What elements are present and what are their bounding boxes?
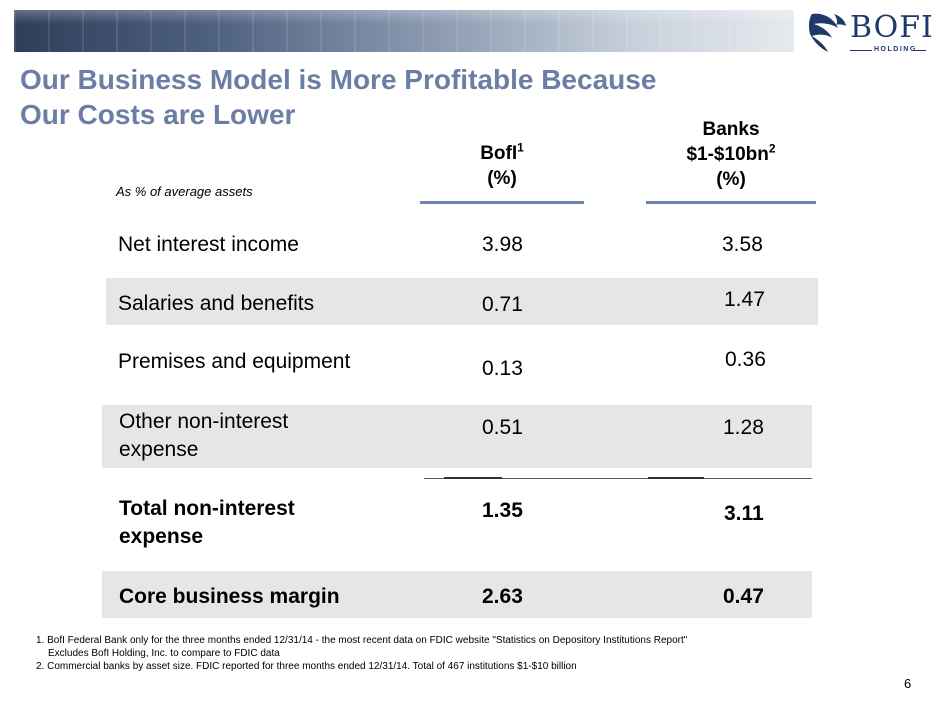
column-header-banks-unit: (%) xyxy=(716,169,746,190)
row-value-bofi-premises-and-equipment: 0.13 xyxy=(482,357,523,380)
column-header-bofi-footnote-ref: 1 xyxy=(517,140,524,155)
bofi-logo: BOFI HOLDING xyxy=(808,6,933,58)
slide-title-line1: Our Business Model is More Profitable Be… xyxy=(20,64,657,95)
logo-rule-right xyxy=(912,50,926,51)
total-divider-banks-accent xyxy=(648,477,704,479)
eagle-icon xyxy=(808,13,846,52)
logo-wordmark: BOFI xyxy=(850,10,934,45)
row-value-bofi-core-business-margin: 2.63 xyxy=(482,585,523,608)
row-value-banks-total-non-interest-expense: 3.11 xyxy=(724,502,764,525)
row-value-bofi-net-interest-income: 3.98 xyxy=(482,233,523,256)
footnote-2: 2. Commercial banks by asset size. FDIC … xyxy=(36,661,577,672)
column-header-bofi-unit: (%) xyxy=(487,168,517,189)
column-rule-bofi xyxy=(420,201,584,204)
column-header-bofi-name: BofI xyxy=(480,143,518,164)
row-value-banks-core-business-margin: 0.47 xyxy=(723,585,764,608)
row-value-banks-other-non-interest-expense: 1.28 xyxy=(723,416,764,439)
slide-title-line2: Our Costs are Lower xyxy=(20,99,296,130)
total-divider-bofi-accent xyxy=(444,477,502,479)
row-label-total-non-interest-expense: Total non-interest expense xyxy=(119,497,295,548)
banner-sky xyxy=(14,10,794,24)
page-number: 6 xyxy=(904,676,912,691)
row-label-core-business-margin: Core business margin xyxy=(119,585,340,608)
banner-building-lines xyxy=(14,10,794,52)
row-value-banks-net-interest-income: 3.58 xyxy=(722,233,763,256)
row-shade-salaries xyxy=(106,278,818,325)
logo-rule-left xyxy=(850,50,872,51)
row-value-banks-salaries-and-benefits: 1.47 xyxy=(724,288,765,311)
row-shade-core-margin xyxy=(102,571,812,618)
row-label-salaries-and-benefits: Salaries and benefits xyxy=(118,292,315,315)
row-label-net-interest-income: Net interest income xyxy=(118,233,299,256)
row-label-premises-and-equipment: Premises and equipment xyxy=(118,350,351,373)
row-value-bofi-other-non-interest-expense: 0.51 xyxy=(482,416,523,439)
column-header-banks-name: $1-$10bn xyxy=(686,144,769,165)
row-value-bofi-total-non-interest-expense: 1.35 xyxy=(482,499,523,522)
footnote-1-continued: Excludes BofI Holding, Inc. to compare t… xyxy=(48,648,280,659)
footnotes: 1. BofI Federal Bank only for the three … xyxy=(36,634,687,673)
logo-subtitle: HOLDING xyxy=(874,46,917,53)
column-header-banks-line1: Banks xyxy=(702,119,760,140)
column-rule-banks xyxy=(646,201,816,204)
total-divider-rule xyxy=(424,478,812,479)
column-header-banks: Banks $1-$10bn2 (%) xyxy=(646,117,816,192)
column-header-bofi: BofI1 (%) xyxy=(420,141,584,191)
row-shade-other-expense xyxy=(102,405,812,468)
column-header-banks-footnote-ref: 2 xyxy=(768,141,776,156)
table-subhead: As % of average assets xyxy=(116,184,253,199)
row-value-banks-premises-and-equipment: 0.36 xyxy=(725,348,766,371)
row-label-other-non-interest-expense: Other non-interest expense xyxy=(119,410,289,461)
header-banner-image xyxy=(14,10,794,52)
slide-title: Our Business Model is More Profitable Be… xyxy=(20,62,780,132)
row-value-bofi-salaries-and-benefits: 0.71 xyxy=(482,293,523,316)
footnote-1: 1. BofI Federal Bank only for the three … xyxy=(36,635,688,646)
